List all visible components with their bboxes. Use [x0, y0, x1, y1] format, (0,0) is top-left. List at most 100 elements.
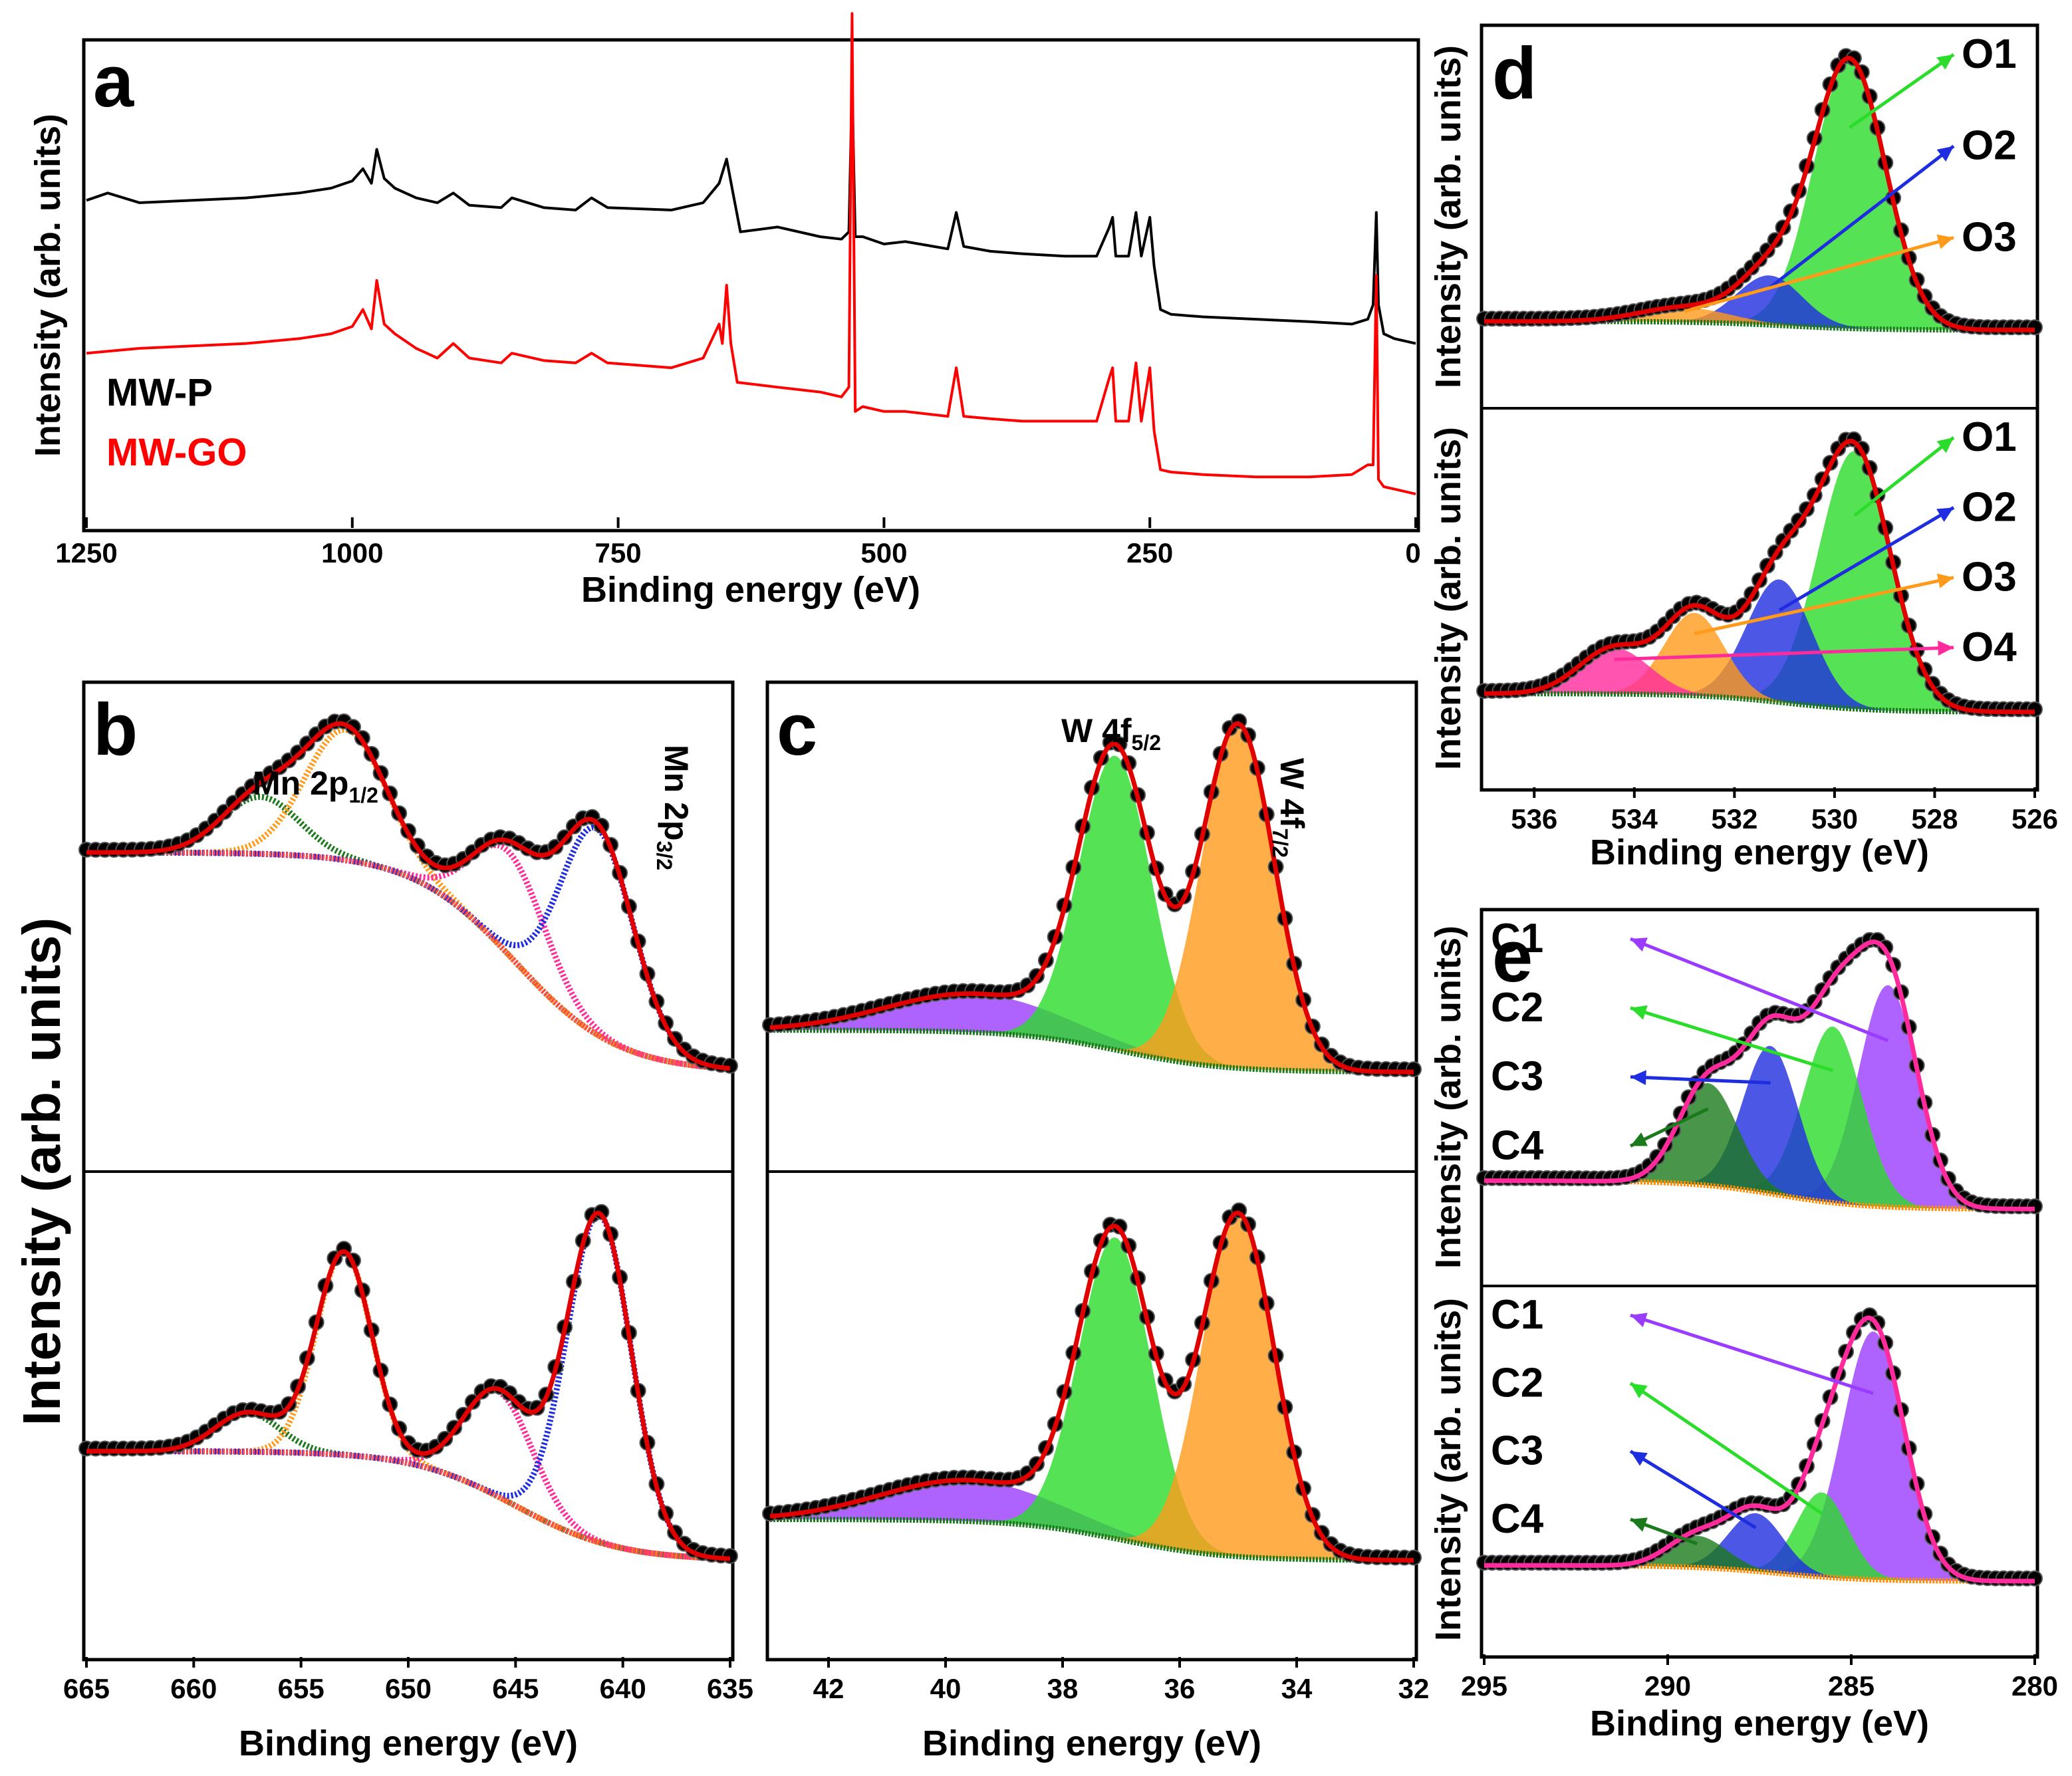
label-arrow — [1630, 1075, 1771, 1085]
panel-d: 536 534 532 530 528 526 O1 O2 O3 O1 O2 O3 O4 d Bind… — [1428, 23, 2058, 872]
data-point — [2027, 701, 2043, 717]
panel-c-series — [762, 713, 1422, 1566]
data-point — [2027, 319, 2043, 336]
x-tick-label: 280 — [2011, 1670, 2058, 1702]
component-peak — [770, 755, 1414, 1073]
mn-2p12-label: Mn 2p1/2 — [253, 765, 378, 807]
component-label-c2: C2 — [1491, 1360, 1543, 1406]
x-tick-label: 295 — [1461, 1670, 1507, 1702]
panel-b-letter: b — [93, 689, 138, 771]
label-arrow-head — [1938, 640, 1954, 656]
component-label-o1: O1 — [1962, 414, 2017, 460]
component-label-o4: O4 — [1962, 624, 2017, 670]
x-tick-label: 528 — [1911, 803, 1958, 834]
w-4f52-label: W 4f5/2 — [1061, 712, 1161, 755]
component-peak — [86, 1248, 731, 1562]
component-peak — [86, 824, 731, 1072]
envelope-fit — [769, 1210, 1414, 1563]
label-arrow — [1630, 1313, 1874, 1395]
x-tick-label: 500 — [860, 537, 907, 569]
w-4f72-label: W 4f7/2 — [1268, 758, 1311, 858]
panel-e-x-ticks: 295 290 285 280 — [1461, 1654, 2058, 1702]
panel-a-xlabel: Binding energy (eV) — [581, 570, 920, 610]
panel-a-frame — [82, 38, 1420, 533]
data-point — [2027, 1570, 2043, 1586]
component-peak — [1484, 579, 2035, 712]
background-line — [86, 1448, 731, 1562]
panel-e-letter: e — [1492, 916, 1533, 997]
component-label-c1: C1 — [1491, 916, 1543, 961]
legend-mw-p: MW-P — [106, 371, 213, 414]
label-arrow-head — [1630, 1517, 1648, 1532]
x-tick-label: 40 — [930, 1673, 962, 1704]
component-peak — [1484, 1513, 2035, 1581]
envelope-fit — [769, 721, 1414, 1075]
x-tick-label: 36 — [1164, 1673, 1196, 1704]
label-arrow-head — [1936, 55, 1954, 70]
data-points — [78, 713, 738, 1074]
x-tick-label: 532 — [1711, 803, 1757, 834]
panel-d-component-labels: O1 O2 O3 O1 O2 O3 O4 — [1614, 31, 2017, 670]
data-point — [2027, 1198, 2043, 1215]
x-tick-label: 526 — [2011, 803, 2058, 834]
x-tick-label: 655 — [278, 1673, 324, 1704]
envelope-fit — [1484, 940, 2035, 1211]
panel-c-xlabel: Binding energy (eV) — [922, 1723, 1261, 1763]
label-arrow-head — [1630, 1132, 1648, 1146]
component-peak — [86, 1386, 731, 1562]
x-tick-label: 660 — [170, 1673, 217, 1704]
data-point — [1406, 1549, 1422, 1566]
panel-b-x-ticks: 665 660 655 650 645 640 635 — [63, 1657, 753, 1704]
mn-2p32-label: Mn 2p3/2 — [652, 745, 695, 870]
label-arrow — [1630, 1006, 1834, 1073]
x-tick-label: 635 — [707, 1673, 753, 1704]
background-line — [1484, 318, 2035, 333]
x-tick-label: 650 — [385, 1673, 432, 1704]
panel-a-x-ticks: 1250 1000 750 500 250 0 — [55, 517, 1421, 569]
x-tick-label: 1250 — [55, 537, 117, 569]
panel-d-series — [1476, 48, 2043, 717]
panel-a: 1250 1000 750 500 250 0 a Binding energy (eV)… — [28, 12, 1421, 610]
background-line — [770, 1027, 1414, 1075]
panel-a-ylabel: Intensity (arb. units) — [28, 114, 68, 457]
label-arrow-head — [1630, 1070, 1646, 1085]
envelope-fit — [1484, 1315, 2035, 1584]
component-peak — [1484, 985, 2035, 1209]
x-tick-label: 42 — [813, 1673, 844, 1704]
panel-d-letter: d — [1492, 33, 1537, 114]
component-peak — [770, 725, 1414, 1073]
component-label-c2: C2 — [1491, 985, 1543, 1031]
label-arrow — [1614, 646, 1954, 662]
x-tick-label: 32 — [1398, 1673, 1430, 1704]
component-peak — [1484, 648, 2035, 712]
label-arrow-head — [1936, 146, 1954, 162]
label-arrow-head — [1630, 1451, 1648, 1466]
x-tick-label: 536 — [1511, 803, 1557, 834]
component-label-c4: C4 — [1491, 1122, 1544, 1168]
envelope-fit — [86, 1210, 731, 1561]
label-arrow — [1694, 576, 1954, 636]
x-tick-label: 250 — [1126, 537, 1173, 569]
label-arrow — [1630, 937, 1889, 1043]
panel-e-frame — [1480, 908, 2039, 1659]
x-tick-label: 38 — [1047, 1673, 1079, 1704]
label-arrow — [1629, 1382, 1823, 1515]
background-line — [86, 850, 731, 1072]
label-arrow-head — [1630, 1313, 1648, 1327]
label-arrow-head — [1630, 1005, 1648, 1020]
x-tick-label: 534 — [1611, 803, 1658, 834]
component-peak — [1484, 275, 2035, 330]
panel-b-xlabel: Binding energy (eV) — [239, 1723, 578, 1763]
label-arrow-head — [1936, 438, 1954, 453]
envelope-fit — [1484, 438, 2035, 715]
panel-d-ylabel-bottom: Intensity (arb. units) — [1428, 427, 1468, 770]
component-label-o2: O2 — [1962, 484, 2017, 530]
label-arrow-head — [1630, 938, 1648, 952]
component-peak — [86, 842, 731, 1072]
component-peak — [1484, 61, 2035, 330]
component-label-c3: C3 — [1491, 1054, 1543, 1100]
data-point — [1406, 1061, 1422, 1078]
data-point — [722, 1548, 738, 1565]
label-arrow — [1684, 235, 1954, 313]
